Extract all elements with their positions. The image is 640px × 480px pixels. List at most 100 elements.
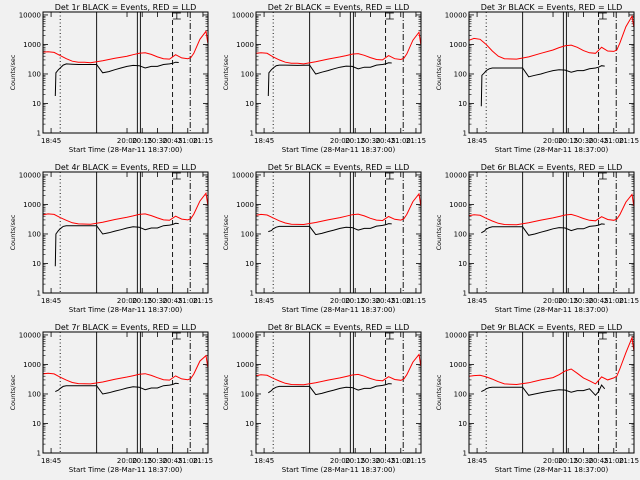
y-tick-label: 100 bbox=[28, 390, 41, 398]
y-tick-label: 10000 bbox=[445, 331, 467, 339]
chart-panel-5: Det 5r BLACK = Events, RED = LLD Counts/s… bbox=[222, 163, 426, 314]
x-tick-label: 20:30 bbox=[573, 297, 593, 305]
x-tick-label: 20:15 bbox=[345, 457, 365, 465]
plot-frame bbox=[468, 11, 635, 134]
x-tick-label: 20:15 bbox=[345, 137, 365, 145]
y-tick-label: 1 bbox=[250, 450, 254, 458]
y-tick-label: 10000 bbox=[445, 171, 467, 179]
x-tick-label: 20:00 bbox=[330, 137, 350, 145]
y-tick-label: 100 bbox=[241, 230, 254, 238]
events-series-line bbox=[55, 382, 179, 395]
events-series-line bbox=[481, 223, 605, 236]
chart-panel-8: Det 8r BLACK = Events, RED = LLD Counts/s… bbox=[222, 323, 426, 474]
x-tick-label: 20:15 bbox=[345, 297, 365, 305]
x-tick-label: 20:00 bbox=[117, 457, 137, 465]
x-tick-label: 20:15 bbox=[132, 457, 152, 465]
x-tick-label: 21:00 bbox=[604, 457, 624, 465]
chart-title: Det 9r BLACK = Events, RED = LLD bbox=[481, 323, 623, 332]
x-tick-label: 18:45 bbox=[254, 457, 274, 465]
y-tick-label: 1000 bbox=[23, 201, 41, 209]
y-tick-label: 10 bbox=[32, 100, 41, 108]
y-tick-label: 1 bbox=[37, 130, 41, 138]
plot-frame bbox=[255, 11, 422, 134]
x-tick-label: 20:30 bbox=[147, 457, 167, 465]
x-axis-label: Start Time (28-Mar-11 18:37:00) bbox=[282, 306, 396, 314]
y-tick-label: 10 bbox=[458, 260, 467, 268]
y-tick-label: 1 bbox=[463, 290, 467, 298]
x-tick-label: 20:45 bbox=[375, 297, 395, 305]
x-tick-label: 21:15 bbox=[619, 137, 639, 145]
x-tick-label: 20:45 bbox=[375, 457, 395, 465]
x-tick-label: 20:30 bbox=[147, 137, 167, 145]
y-tick-label: 10000 bbox=[19, 331, 41, 339]
y-axis-label: Counts/sec bbox=[9, 54, 17, 90]
x-tick-label: 21:00 bbox=[178, 457, 198, 465]
x-tick-label: 20:45 bbox=[588, 457, 608, 465]
x-axis-label: Start Time (28-Mar-11 18:37:00) bbox=[69, 146, 183, 154]
x-tick-label: 20:30 bbox=[360, 457, 380, 465]
y-tick-label: 10000 bbox=[232, 11, 254, 19]
events-series-line bbox=[481, 384, 606, 397]
plot-frame bbox=[255, 331, 422, 454]
y-tick-label: 100 bbox=[241, 390, 254, 398]
x-tick-label: 21:15 bbox=[406, 297, 426, 305]
y-tick-label: 10 bbox=[245, 420, 254, 428]
chart-title: Det 6r BLACK = Events, RED = LLD bbox=[481, 163, 623, 172]
error-bar-glyph bbox=[598, 332, 607, 340]
x-tick-label: 21:00 bbox=[391, 457, 411, 465]
lld-series-line bbox=[43, 30, 209, 64]
x-tick-label: 20:15 bbox=[558, 297, 578, 305]
lld-series-line bbox=[469, 193, 635, 226]
x-tick-label: 20:00 bbox=[543, 457, 563, 465]
chart-title: Det 7r BLACK = Events, RED = LLD bbox=[55, 323, 197, 332]
x-axis-label: Start Time (28-Mar-11 18:37:00) bbox=[282, 146, 396, 154]
x-tick-label: 18:45 bbox=[254, 137, 274, 145]
y-axis-label: Counts/sec bbox=[222, 374, 230, 410]
y-tick-label: 1 bbox=[463, 450, 467, 458]
y-tick-label: 1000 bbox=[236, 361, 254, 369]
x-tick-label: 21:00 bbox=[178, 297, 198, 305]
x-tick-label: 21:00 bbox=[391, 297, 411, 305]
error-bar-glyph bbox=[172, 332, 181, 340]
y-axis-label: Counts/sec bbox=[9, 214, 17, 250]
chart-title: Det 4r BLACK = Events, RED = LLD bbox=[55, 163, 197, 172]
y-tick-label: 1000 bbox=[449, 201, 467, 209]
x-tick-label: 20:45 bbox=[588, 137, 608, 145]
x-tick-label: 20:15 bbox=[558, 137, 578, 145]
chart-panel-3: Det 3r BLACK = Events, RED = LLD Counts/s… bbox=[435, 3, 639, 154]
x-tick-label: 20:00 bbox=[117, 297, 137, 305]
chart-title: Det 2r BLACK = Events, RED = LLD bbox=[268, 3, 410, 12]
chart-title: Det 8r BLACK = Events, RED = LLD bbox=[268, 323, 410, 332]
chart-title: Det 1r BLACK = Events, RED = LLD bbox=[55, 3, 197, 12]
x-tick-label: 20:00 bbox=[330, 297, 350, 305]
events-series-line bbox=[480, 65, 605, 107]
lld-series-line bbox=[43, 354, 209, 385]
y-tick-label: 1000 bbox=[23, 41, 41, 49]
x-tick-label: 21:15 bbox=[193, 457, 213, 465]
x-tick-label: 20:15 bbox=[558, 457, 578, 465]
x-tick-label: 20:00 bbox=[543, 137, 563, 145]
y-tick-label: 10 bbox=[245, 260, 254, 268]
error-bar-glyph bbox=[598, 12, 607, 20]
y-tick-label: 10000 bbox=[232, 331, 254, 339]
x-tick-label: 20:30 bbox=[573, 137, 593, 145]
x-tick-label: 20:45 bbox=[162, 137, 182, 145]
y-tick-label: 1 bbox=[463, 130, 467, 138]
x-tick-label: 20:30 bbox=[360, 137, 380, 145]
y-tick-label: 10 bbox=[32, 260, 41, 268]
lld-series-line bbox=[256, 192, 422, 226]
x-tick-label: 18:45 bbox=[467, 457, 487, 465]
y-tick-label: 100 bbox=[28, 230, 41, 238]
x-tick-label: 18:45 bbox=[467, 297, 487, 305]
x-axis-label: Start Time (28-Mar-11 18:37:00) bbox=[69, 306, 183, 314]
x-tick-label: 18:45 bbox=[41, 137, 61, 145]
x-tick-label: 21:00 bbox=[391, 137, 411, 145]
x-tick-label: 18:45 bbox=[254, 297, 274, 305]
error-bar-glyph bbox=[598, 172, 607, 180]
y-tick-label: 100 bbox=[454, 390, 467, 398]
plot-frame bbox=[42, 331, 209, 454]
error-bar-glyph bbox=[172, 12, 181, 20]
y-axis-label: Counts/sec bbox=[435, 54, 443, 90]
y-axis-label: Counts/sec bbox=[435, 214, 443, 250]
chart-panel-1: Det 1r BLACK = Events, RED = LLD Counts/s… bbox=[9, 3, 213, 154]
